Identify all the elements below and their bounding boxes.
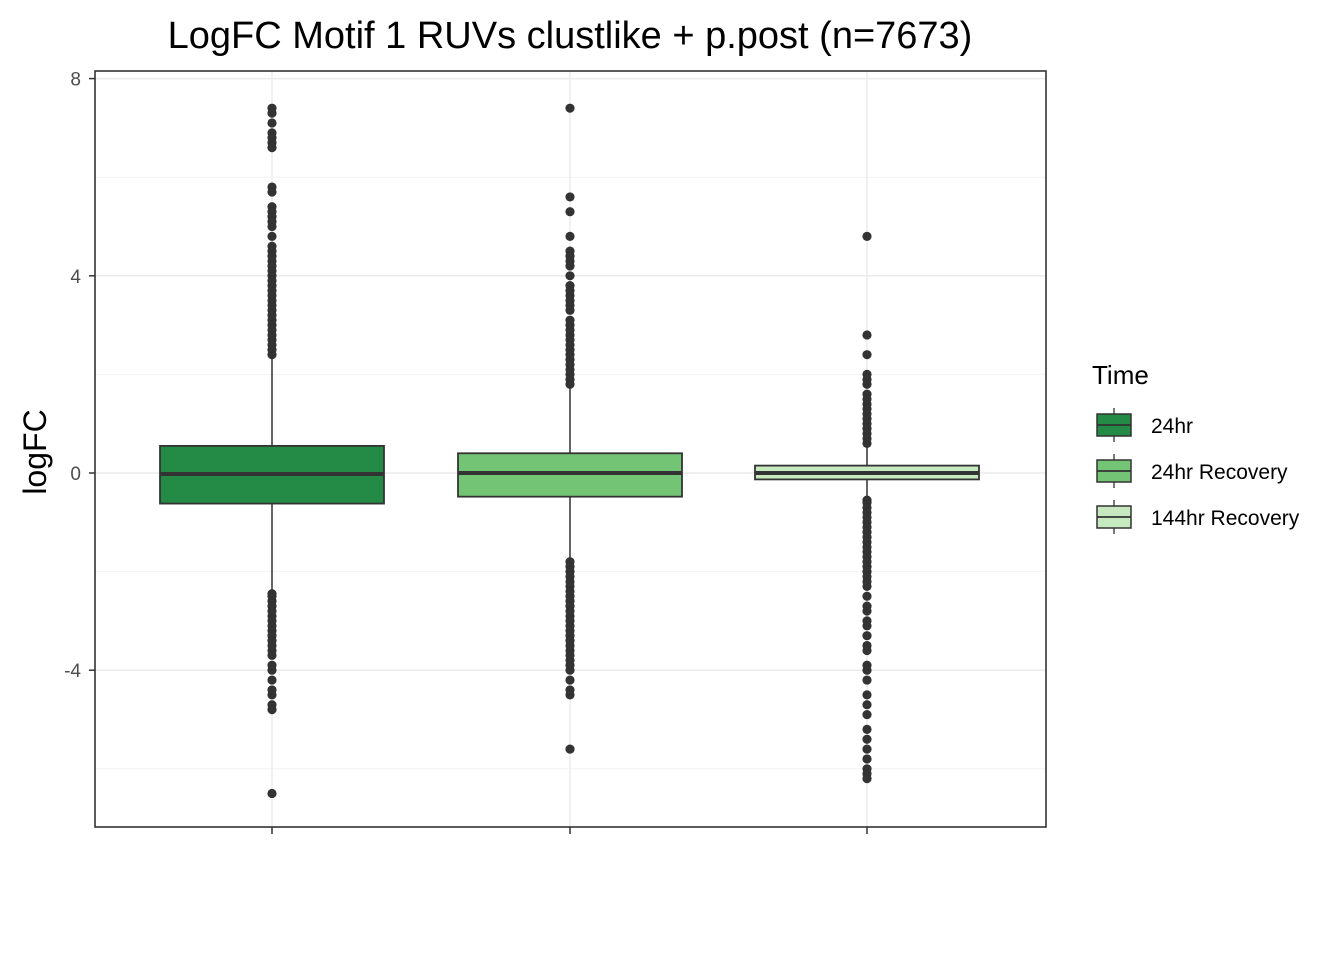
y-axis-title: logFC [17, 409, 53, 494]
outlier-point [862, 734, 872, 744]
legend-label: 144hr Recovery [1151, 507, 1300, 530]
y-tick-label: 8 [70, 70, 81, 91]
box-1 [159, 103, 385, 799]
outlier-point [862, 665, 872, 675]
outlier-point [862, 675, 872, 685]
outlier-point [862, 438, 872, 449]
outlier-point [565, 207, 575, 217]
outlier-point [267, 231, 277, 241]
legend-item: 24hr Recovery [1096, 454, 1288, 488]
chart-title: LogFC Motif 1 RUVs clustlike + p.post (n… [168, 15, 973, 57]
outlier-point [862, 379, 872, 389]
legend-item: 144hr Recovery [1096, 500, 1300, 534]
legend-label: 24hr [1151, 415, 1193, 438]
outlier-point [862, 744, 872, 754]
outlier-point [267, 705, 277, 715]
outlier-point [862, 774, 872, 784]
outlier-point [862, 700, 872, 710]
y-tick-label: 0 [70, 464, 81, 485]
outlier-point [862, 631, 872, 641]
outlier-point [565, 261, 575, 271]
outlier-point [565, 103, 575, 113]
outlier-point [267, 665, 277, 675]
box-2 [457, 103, 683, 754]
outlier-point [565, 690, 575, 700]
outlier-point [565, 744, 575, 754]
outlier-point [862, 724, 872, 734]
legend: 24hr 24hr Recovery 144hr Recovery [1096, 408, 1300, 534]
outlier-point [862, 690, 872, 700]
outlier-point [862, 621, 872, 631]
outlier-point [267, 221, 277, 232]
outlier-point [565, 305, 575, 315]
outlier-point [267, 108, 277, 118]
y-tick-label: 4 [70, 267, 81, 288]
y-tick-label: -4 [64, 661, 81, 682]
outlier-point [267, 118, 277, 128]
outlier-point [565, 379, 575, 389]
outlier-point [862, 709, 872, 720]
outlier-point [565, 665, 575, 675]
outlier-point [565, 192, 575, 202]
outlier-point [267, 143, 277, 153]
outlier-point [267, 675, 277, 685]
outlier-point [267, 350, 277, 360]
outlier-point [862, 754, 872, 764]
legend-label: 24hr Recovery [1151, 461, 1288, 484]
plot-panel: 8 4 0 -4 [64, 70, 1047, 834]
outlier-point [862, 350, 872, 360]
outlier-point [862, 330, 872, 340]
box-3 [754, 231, 980, 784]
outlier-point [862, 591, 872, 601]
outlier-point [565, 271, 575, 281]
legend-item: 24hr [1096, 408, 1193, 442]
outlier-point [862, 645, 872, 656]
outlier-point [862, 581, 872, 591]
outlier-point [267, 187, 277, 197]
outlier-point [862, 606, 872, 616]
legend-title: Time [1092, 360, 1149, 390]
outlier-point [565, 231, 575, 241]
outlier-point [267, 788, 277, 799]
outlier-point [267, 690, 277, 700]
outlier-point [267, 650, 277, 661]
outlier-point [862, 231, 872, 241]
outlier-point [565, 675, 575, 685]
